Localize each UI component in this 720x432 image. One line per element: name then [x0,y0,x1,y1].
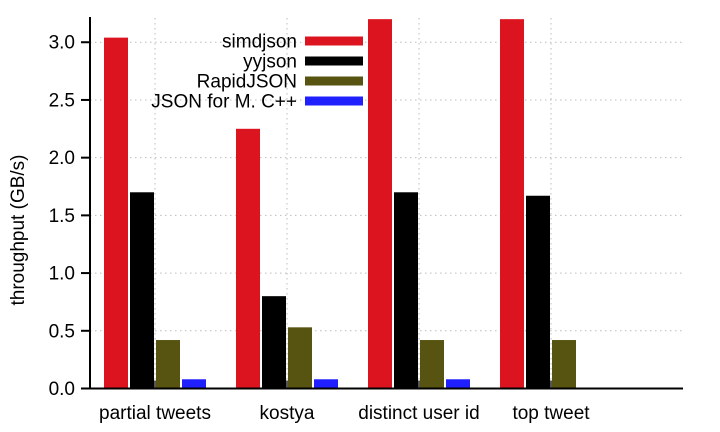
y-axis-title: throughput (GB/s) [8,154,29,305]
legend-swatch-simdjson [305,36,363,46]
bar-rapidjson-top-tweet [552,340,576,389]
bar-simdjson-top-tweet [500,19,524,389]
y-tick-label: 1.0 [49,264,75,285]
legend-label: simdjson [222,32,297,53]
bar-json-for-m-c-partial-tweets [182,379,206,389]
x-category-label: kostya [260,403,315,424]
legend-label: yyjson [243,52,297,73]
bar-json-for-m-c-distinct-user-id [446,379,470,389]
bar-rapidjson-kostya [288,327,312,389]
y-tick-label: 0.5 [49,321,75,342]
bar-simdjson-kostya [236,128,260,389]
legend-label: JSON for M. C++ [151,92,297,113]
y-tick-label: 2.0 [49,148,75,169]
bar-yyjson-kostya [262,296,286,389]
bar-rapidjson-partial-tweets [156,340,180,389]
bar-json-for-m-c-kostya [314,379,338,389]
bar-yyjson-partial-tweets [130,192,154,389]
x-category-label: top tweet [512,403,590,424]
bar-rapidjson-distinct-user-id [420,340,444,389]
legend-swatch-yyjson [305,56,363,66]
y-tick-label: 2.5 [49,90,75,111]
bar-yyjson-top-tweet [526,195,550,389]
legend-swatch-json-for-m-c [305,96,363,106]
y-tick-label: 1.5 [49,206,75,227]
bar-yyjson-distinct-user-id [394,192,418,389]
bar-simdjson-distinct-user-id [368,19,392,389]
x-category-label: partial tweets [99,403,211,424]
y-tick-label: 3.0 [49,33,75,54]
legend-swatch-rapidjson [305,76,363,86]
legend-label: RapidJSON [197,72,297,93]
y-tick-label: 0.0 [49,379,75,400]
bar-simdjson-partial-tweets [104,37,128,389]
x-category-label: distinct user id [358,403,479,424]
